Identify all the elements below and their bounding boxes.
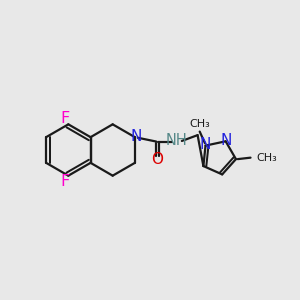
Text: N: N	[199, 137, 211, 152]
Text: F: F	[61, 111, 70, 126]
Text: NH: NH	[166, 133, 188, 148]
Text: CH₃: CH₃	[256, 153, 277, 163]
Text: CH₃: CH₃	[189, 119, 210, 129]
Text: F: F	[61, 174, 70, 189]
Text: O: O	[151, 152, 163, 167]
Text: N: N	[131, 129, 142, 144]
Text: N: N	[220, 133, 232, 148]
